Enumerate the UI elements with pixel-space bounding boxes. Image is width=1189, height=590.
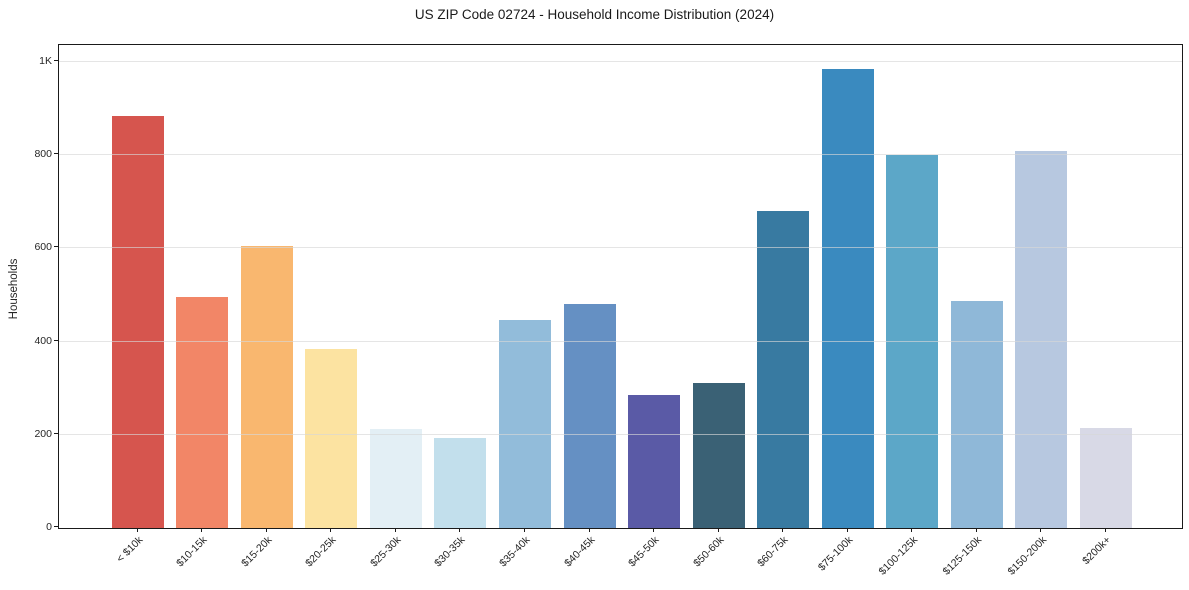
gridline-y-1000 [59,60,1182,62]
bar-$40-45k [563,304,616,528]
x-tick-label-text: $100-125k [876,534,920,578]
y-tick-marks [54,44,58,527]
x-tick-mark [330,528,332,532]
bar-$150-200k [1015,150,1068,528]
bar-$50-60k [692,383,745,528]
y-tick-mark [54,432,58,434]
x-tick-mark [782,528,784,532]
x-tick-mark [653,528,655,532]
gridline-y-800 [59,154,1182,156]
y-tick-label: 1K [39,54,52,67]
x-tick-mark [394,528,396,532]
gridline-y-600 [59,247,1182,249]
y-tick-mark [54,526,58,527]
x-tick-label-text: $200k+ [1080,534,1114,568]
x-tick-label-text: $40-45k [561,534,598,570]
x-tick-mark [846,528,848,532]
x-tick-mark [1104,528,1106,532]
y-tick-label: 0 [46,521,52,533]
bar-$200k+ [1079,427,1132,528]
y-tick-label: 600 [34,241,52,254]
y-tick-mark [54,339,58,341]
x-tick-mark [911,528,913,532]
bar-$125-150k [950,300,1003,528]
y-tick-mark [54,246,58,248]
gridline-y-200 [59,433,1182,435]
bar-< $10k [111,116,164,528]
x-tick-label-text: $30-35k [432,534,468,570]
x-tick-label-text: $25-30k [368,534,404,570]
x-tick-mark [523,528,525,532]
x-tick-label-text: < $10k [114,534,146,565]
bar-$10-15k [176,297,229,528]
x-tick-label-text: $15-20k [238,534,275,570]
x-tick-label-text: $75-100k [815,534,856,574]
x-tick-label-text: $10-15k [174,534,210,570]
x-tick-label-text: $150-200k [1005,534,1049,578]
x-tick-label-text: $125-150k [940,534,985,578]
chart-title: US ZIP Code 02724 - Household Income Dis… [414,7,775,22]
x-tick-mark [717,528,719,532]
x-tick-label-text: $20-25k [303,534,339,570]
y-tick-label: 200 [34,427,52,440]
x-tick-label-text: $60-75k [755,534,791,570]
x-tick-mark [975,528,977,532]
x-tick-label-text: $50-60k [690,534,727,570]
bar-$30-35k [434,438,487,528]
y-tick-mark [54,153,58,155]
bar-$45-50k [628,394,681,528]
bar-$25-30k [369,428,422,528]
x-tick-marks [58,528,1181,532]
bar-$75-100k [821,68,874,528]
gridline-y-400 [59,340,1182,342]
y-tick-label: 800 [34,148,52,161]
x-tick-mark [201,528,203,532]
plot-area [58,44,1183,529]
x-tick-mark [265,528,267,532]
x-tick-mark [136,528,138,532]
x-tick-label-text: $45-50k [626,534,662,570]
x-tick-label-text: $35-40k [497,534,533,570]
y-tick-label: 400 [34,334,52,347]
bar-$60-75k [757,210,810,528]
x-tick-mark [459,528,461,532]
x-tick-labels: < $10k $10-15k $15-20k $20-25k $25-30k $30-35… [58,534,1181,590]
bar-$35-40k [498,319,551,528]
bar-$20-25k [305,349,358,528]
y-tick-mark [54,59,58,61]
y-tick-labels: 0 200 400 600 800 1K [0,44,52,533]
x-tick-mark [588,528,590,532]
x-tick-mark [1040,528,1042,532]
bar-$15-20k [240,245,293,528]
